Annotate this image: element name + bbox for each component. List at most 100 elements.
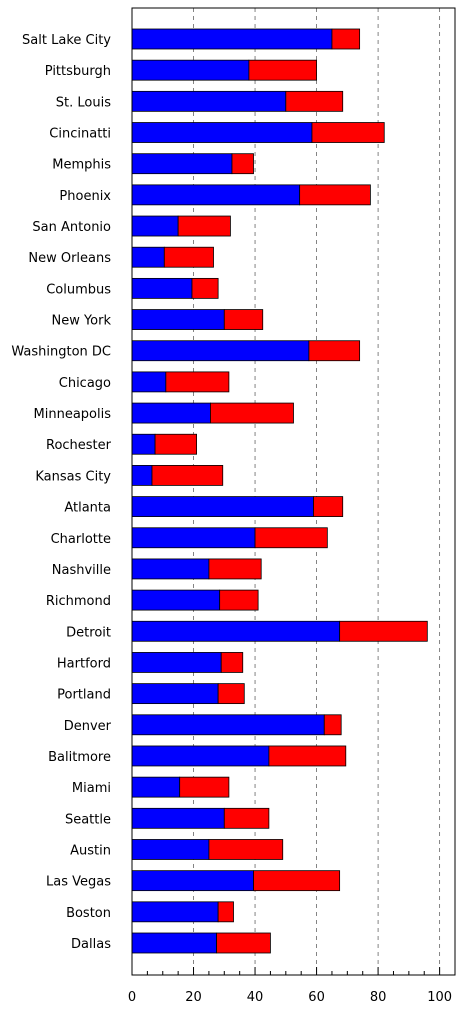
category-label: Washington DC (11, 345, 111, 360)
bar-segment-red (268, 745, 347, 767)
bar-segment-blue (131, 527, 256, 549)
bar-segment-red (179, 776, 230, 798)
x-tick-label: 60 (308, 990, 325, 1005)
bar-segment-red (311, 122, 385, 143)
bar-segment-red (285, 90, 344, 112)
bar-segment-red (208, 558, 262, 580)
bar-segment-blue (131, 184, 301, 206)
x-tick-label: 40 (247, 990, 264, 1005)
category-label: Detroit (66, 625, 111, 640)
category-label: Columbus (46, 282, 111, 297)
bar-segment-red (217, 683, 245, 705)
bar-segment-blue (131, 277, 193, 299)
bar-segment-blue (131, 932, 217, 954)
category-label: Austin (70, 843, 111, 858)
bar-segment-red (339, 620, 428, 642)
x-tick-label: 0 (128, 990, 136, 1005)
bar-segment-red (208, 839, 284, 860)
x-tick-label: 100 (427, 990, 452, 1005)
category-label: Atlanta (64, 501, 111, 516)
bar-segment-blue (131, 122, 313, 143)
x-axis: 0 20 40 60 80 100 (128, 967, 456, 1005)
category-label: Salt Lake City (22, 33, 111, 48)
category-label: Miami (72, 781, 111, 796)
bar-segment-blue (131, 28, 333, 50)
bar-segment-red (331, 28, 361, 50)
bar-segment-blue (131, 620, 341, 642)
category-label: Denver (64, 719, 112, 734)
bar-segment-blue (131, 496, 314, 517)
bars (131, 28, 428, 954)
category-label: Dallas (71, 937, 111, 952)
bar-segment-blue (131, 90, 287, 112)
bar-segment-blue (131, 215, 179, 237)
bar-segment-red (254, 527, 328, 549)
category-label: Rochester (46, 438, 112, 453)
bar-segment-blue (131, 465, 153, 486)
bar-segment-blue (131, 589, 221, 611)
bar-segment-red (223, 807, 270, 829)
bar-segment-blue (131, 309, 225, 330)
bar-segment-blue (131, 402, 211, 424)
category-label: Seattle (65, 812, 111, 827)
bar-segment-blue (131, 59, 250, 81)
bar-segment-red (151, 465, 224, 486)
bar-segment-red (323, 714, 342, 736)
bar-segment-blue (131, 901, 219, 923)
category-labels: Salt Lake City Pittsburgh St. Louis Cincina… (11, 33, 111, 952)
category-label: Boston (66, 906, 111, 921)
bar-segment-blue (131, 870, 254, 892)
bar-segment-red (299, 184, 371, 206)
category-label: St. Louis (56, 95, 111, 110)
x-tick-label: 20 (185, 990, 202, 1005)
bar-segment-red (217, 901, 234, 923)
category-label: Richmond (46, 594, 111, 609)
bar-segment-red (219, 589, 259, 611)
bar-segment-blue (131, 745, 270, 767)
bar-segment-red (163, 246, 214, 268)
category-label: Memphis (52, 158, 111, 173)
bar-segment-blue (131, 558, 210, 580)
category-label: Balitmore (48, 750, 111, 765)
bar-segment-blue (131, 652, 222, 673)
bar-segment-blue (131, 153, 233, 175)
bar-segment-red (210, 402, 294, 424)
category-label: Portland (57, 688, 111, 703)
bar-segment-blue (131, 807, 225, 829)
category-label: San Antonio (32, 220, 111, 235)
category-label: Nashville (52, 563, 111, 578)
bar-segment-blue (131, 839, 210, 860)
plot-frame (131, 7, 456, 976)
bar-segment-red (231, 153, 254, 175)
bar-segment-red (191, 277, 219, 299)
category-label: New York (51, 314, 111, 329)
category-label: Phoenix (59, 189, 111, 204)
bar-segment-blue (131, 340, 310, 362)
bar-segment-blue (131, 433, 156, 455)
grid-lines (193, 8, 441, 975)
category-label: Minneapolis (34, 407, 112, 422)
bar-segment-red (223, 309, 264, 330)
bar-segment-red (216, 932, 271, 954)
category-label: New Orleans (28, 251, 111, 266)
bar-segment-blue (131, 371, 167, 393)
bar-segment-blue (131, 776, 181, 798)
category-label: Hartford (57, 656, 111, 671)
bar-segment-blue (131, 246, 165, 268)
bar-segment-red (253, 870, 341, 892)
category-label: Pittsburgh (45, 64, 111, 79)
bar-segment-red (248, 59, 317, 81)
bar-segment-blue (131, 683, 219, 705)
category-label: Charlotte (51, 532, 111, 547)
category-label: Las Vegas (46, 875, 111, 890)
bar-segment-blue (131, 714, 325, 736)
bar-segment-red (165, 371, 230, 393)
bar-segment-red (313, 496, 344, 517)
bar-segment-red (154, 433, 197, 455)
x-tick-label: 80 (370, 990, 387, 1005)
bar-segment-red (177, 215, 231, 237)
bar-segment-red (220, 652, 244, 673)
category-label: Chicago (59, 376, 111, 391)
category-label: Kansas City (35, 469, 111, 484)
